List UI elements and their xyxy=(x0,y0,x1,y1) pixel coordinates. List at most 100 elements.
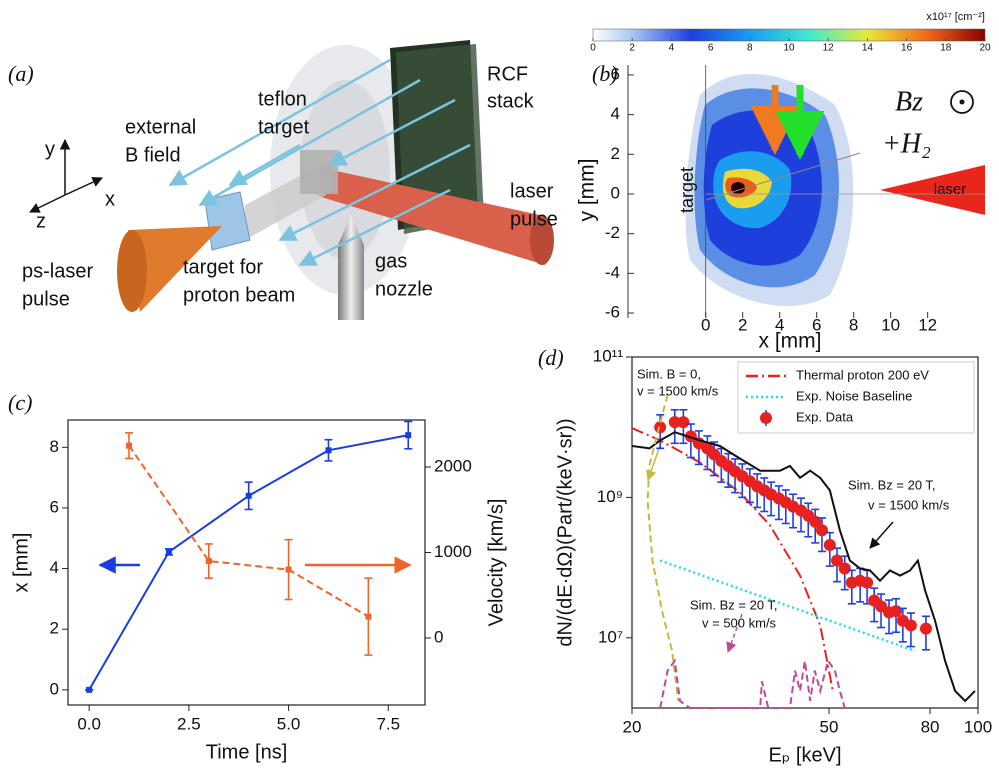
panel-label: (c) xyxy=(8,390,32,415)
colorbar-tick-label: 14 xyxy=(862,43,874,54)
diagram-label: pulse xyxy=(22,288,70,310)
setup-diagram xyxy=(29,40,554,320)
x-tick-label: 12 xyxy=(918,315,937,334)
marker xyxy=(365,613,372,620)
marker xyxy=(861,576,874,589)
diagram-label: target xyxy=(258,116,310,138)
diagram-label: z xyxy=(36,210,46,232)
marker xyxy=(823,538,836,551)
annotation: Sim. Bz = 20 T, xyxy=(690,597,778,612)
panel-label: (d) xyxy=(538,345,564,370)
y-tick-label: 6 xyxy=(611,64,620,83)
legend-label: Exp. Noise Baseline xyxy=(796,388,912,403)
marker xyxy=(838,562,851,575)
colorbar-tick-label: 12 xyxy=(823,43,835,54)
marker xyxy=(668,416,681,429)
marker xyxy=(86,686,93,693)
diagram-label: pulse xyxy=(510,208,558,230)
colorbar-tick-label: 10 xyxy=(783,43,795,54)
marker xyxy=(904,619,917,632)
y-axis-label: dN/(dE·dΩ)(Part/(keV·sr)) xyxy=(554,418,576,646)
diagram-label: external xyxy=(125,116,196,138)
marker xyxy=(285,566,292,573)
diagram-label: target for xyxy=(183,256,263,278)
x-tick-label: 6 xyxy=(812,315,821,334)
y-tick-label: -4 xyxy=(605,263,620,282)
x-tick-label: 10 xyxy=(881,315,900,334)
diagram-label: y xyxy=(45,138,55,160)
annotation: Sim. B = 0, xyxy=(637,366,701,381)
y-tick-label: 2 xyxy=(611,144,620,163)
diagram-label: proton beam xyxy=(183,284,295,306)
y2-axis-label: Velocity [km/s] xyxy=(485,499,507,627)
x-tick-label: 0.0 xyxy=(77,714,101,733)
x-tick-label: 7.5 xyxy=(376,714,400,733)
annotation: +H₂ xyxy=(882,128,931,159)
diagram-label: ps-laser xyxy=(22,260,93,282)
x-tick-label: 0 xyxy=(701,315,710,334)
x-tick-label: 20 xyxy=(623,717,642,736)
x-tick-label: 80 xyxy=(921,717,940,736)
y2-tick-label: 2000 xyxy=(434,456,472,475)
annotation: v = 1500 km/s xyxy=(637,383,719,398)
annotation: v = 1500 km/s xyxy=(868,497,950,512)
marker xyxy=(677,416,690,429)
annotation: Bz xyxy=(895,86,923,117)
series-line xyxy=(88,434,409,691)
y-tick-label: 8 xyxy=(50,437,59,456)
colorbar-tick-label: 16 xyxy=(901,43,913,54)
diagram-label: teflon xyxy=(258,88,307,110)
marker xyxy=(831,554,844,567)
x-tick-label: 2.5 xyxy=(177,714,201,733)
colorbar-unit: x10¹⁷ [cm⁻²] xyxy=(926,11,985,23)
marker xyxy=(405,432,412,439)
panel-label: (b) xyxy=(592,61,618,86)
density-map xyxy=(592,28,986,307)
x-axis-label: Time [ns] xyxy=(206,741,288,763)
y-tick-label: 10¹¹ xyxy=(593,346,624,365)
legend-label: Exp. Data xyxy=(796,409,854,424)
y-tick-label: -2 xyxy=(605,223,620,242)
colorbar-tick-label: 18 xyxy=(940,43,952,54)
panel-label: (a) xyxy=(8,61,34,86)
marker xyxy=(815,524,828,537)
marker xyxy=(654,421,667,434)
series-line xyxy=(128,445,369,618)
y-tick-label: 4 xyxy=(50,558,59,577)
diagram-label: stack xyxy=(487,90,535,112)
legend-label: Thermal proton 200 eV xyxy=(796,367,929,382)
series-line xyxy=(631,431,976,703)
marker xyxy=(165,548,172,555)
x-tick-label: 100 xyxy=(964,717,992,736)
marker xyxy=(126,442,133,449)
x-tick-label: 5.0 xyxy=(277,714,301,733)
y-tick-label: 10⁷ xyxy=(598,627,623,646)
y-tick-label: 6 xyxy=(50,497,59,516)
y-axis-label: y [mm] xyxy=(576,159,599,222)
series-line xyxy=(659,559,916,653)
marker xyxy=(325,447,332,454)
y-tick-label: 4 xyxy=(611,104,620,123)
annotation: laser xyxy=(934,181,967,198)
colorbar-tick-label: 8 xyxy=(747,43,753,54)
x-tick-label: 8 xyxy=(849,315,858,334)
annotation: Sim. Bz = 20 T, xyxy=(848,477,936,492)
y-tick-label: 10⁹ xyxy=(597,487,623,506)
marker xyxy=(205,558,212,565)
legend-swatch xyxy=(760,412,772,424)
plot-frame xyxy=(67,419,426,706)
colorbar-tick-label: 4 xyxy=(669,43,675,54)
annotation-arrows xyxy=(98,439,894,653)
marker xyxy=(919,622,932,635)
diagram-label: x xyxy=(105,188,115,210)
plot-frame xyxy=(631,356,979,709)
y2-tick-label: 0 xyxy=(434,627,443,646)
y2-tick-label: 1000 xyxy=(434,542,472,561)
colorbar-tick-label: 0 xyxy=(590,43,596,54)
x-axis-label: x [mm] xyxy=(759,330,822,353)
colorbar-tick-label: 20 xyxy=(979,43,991,54)
y-tick-label: 0 xyxy=(50,679,59,698)
y-tick-label: 2 xyxy=(50,619,59,638)
x-axis-label: Eₚ [keV] xyxy=(768,744,841,766)
